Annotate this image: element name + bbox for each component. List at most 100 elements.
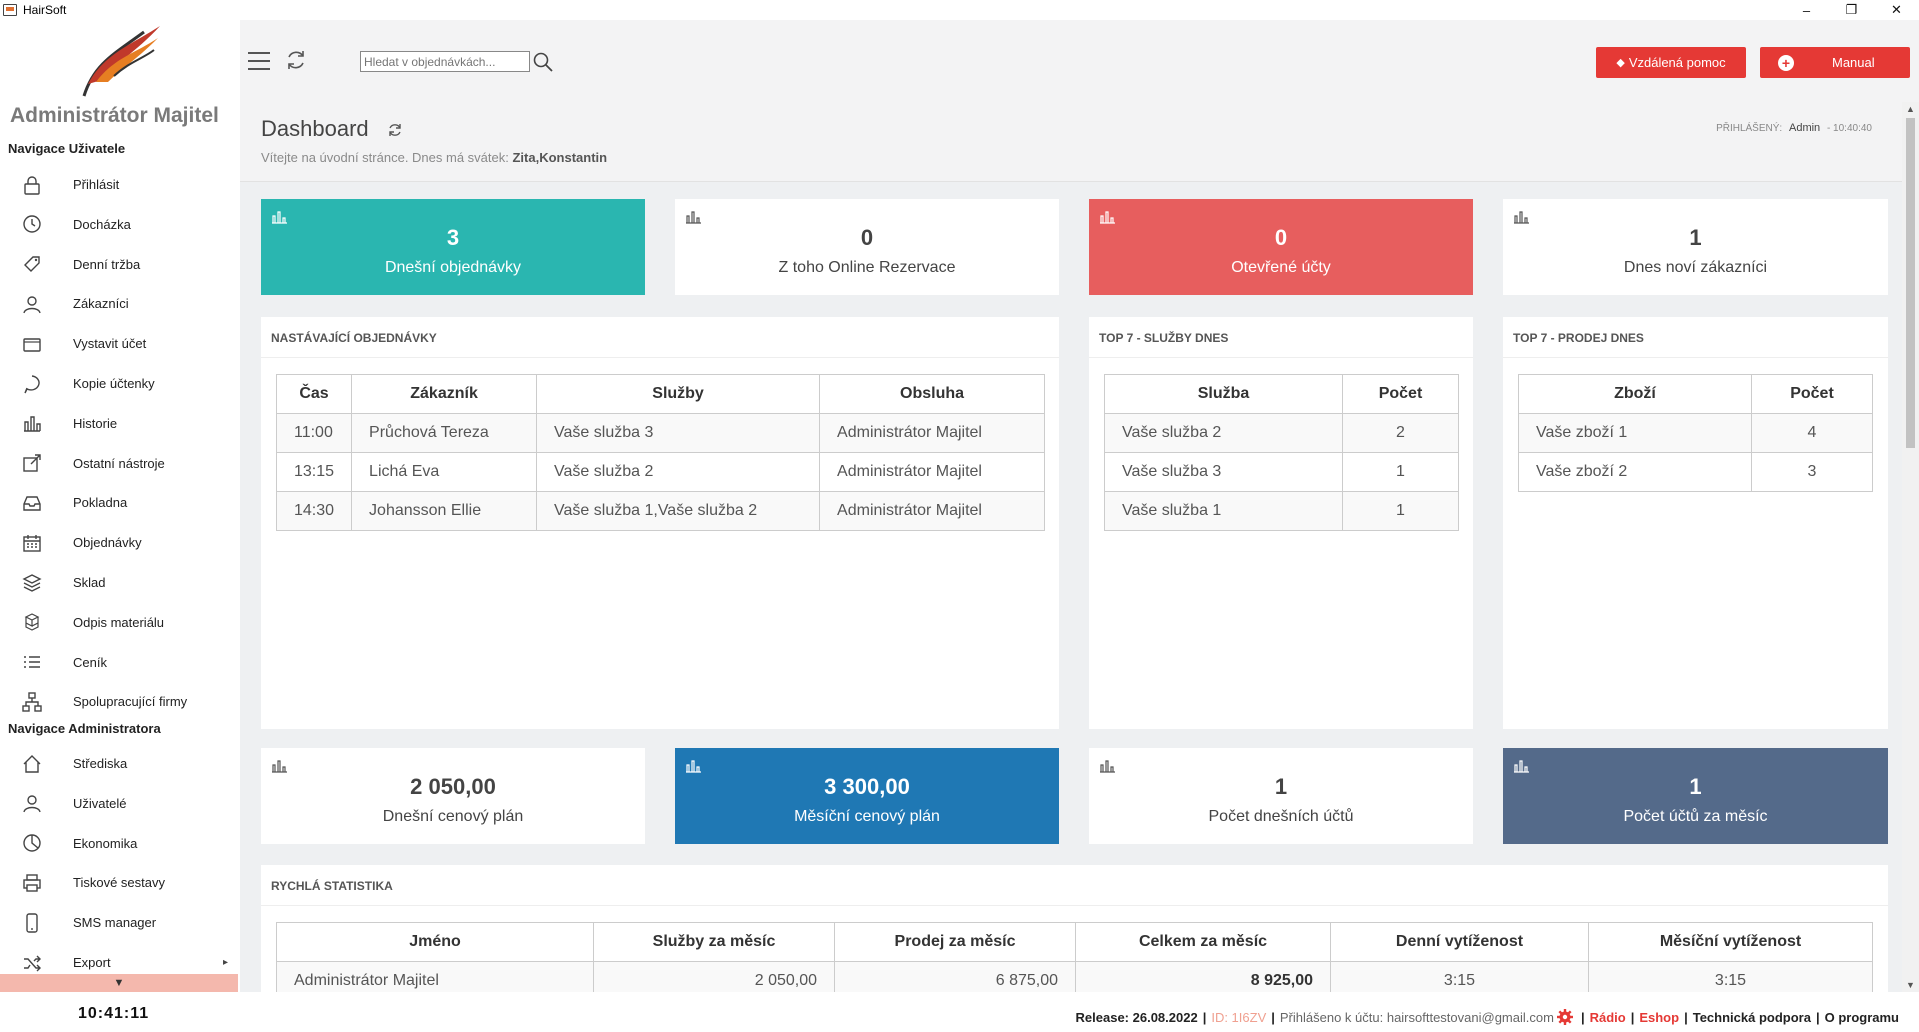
- list-icon: [21, 651, 43, 673]
- table-row[interactable]: 14:30 Johansson Ellie Vaše služba 1,Vaše…: [275, 491, 1045, 531]
- sidebar: Administrátor Majitel Navigace Uživatele…: [0, 20, 240, 992]
- top-services-table: Služba Počet Vaše služba 2 2 Vaše služba…: [1104, 374, 1459, 531]
- sidebar-item-pokladna[interactable]: Pokladna: [0, 483, 240, 522]
- cell-count: 1: [1342, 452, 1459, 492]
- close-button[interactable]: ✕: [1891, 2, 1902, 17]
- stat-card-today-accounts[interactable]: 1 Počet dnešních účtů: [1089, 748, 1473, 844]
- sidebar-item-odpis-materiálu[interactable]: Odpis materiálu: [0, 603, 240, 642]
- sidebar-item-střediska[interactable]: Střediska: [0, 744, 240, 783]
- stat-card-online-reservations[interactable]: 0 Z toho Online Rezervace: [675, 199, 1059, 295]
- radio-link[interactable]: Rádio: [1589, 1009, 1626, 1025]
- cell-customer: Lichá Eva: [351, 452, 538, 492]
- stat-card-today-orders[interactable]: 3 Dnešní objednávky: [261, 199, 645, 295]
- refresh-icon[interactable]: [284, 48, 308, 72]
- page-title: Dashboard: [261, 116, 369, 141]
- table-row[interactable]: Vaše služba 3 1: [1104, 452, 1459, 492]
- sidebar-item-kopie-účtenky[interactable]: Kopie účtenky: [0, 364, 240, 403]
- window-titlebar: HairSoft – ❐ ✕: [0, 0, 1919, 20]
- sidebar-item-label: Export: [73, 955, 111, 970]
- col-header[interactable]: Prodej za měsíc: [834, 922, 1076, 962]
- bar-chart-icon: [686, 760, 701, 773]
- sidebar-item-docházka[interactable]: Docházka: [0, 205, 240, 244]
- table-row[interactable]: Vaše služba 2 2: [1104, 413, 1459, 453]
- phone-icon: [21, 912, 43, 934]
- sidebar-item-ceník[interactable]: Ceník: [0, 643, 240, 682]
- table-row[interactable]: Vaše služba 1 1: [1104, 491, 1459, 531]
- sidebar-scroll-down-button[interactable]: ▼: [0, 974, 238, 992]
- tag-icon: [21, 253, 43, 275]
- bar-chart-icon: [272, 211, 287, 224]
- gear-icon[interactable]: [1556, 1008, 1574, 1026]
- table-row[interactable]: Vaše zboží 2 3: [1518, 452, 1873, 492]
- hairsoft-logo: [82, 26, 160, 97]
- search-input[interactable]: [360, 51, 530, 72]
- sidebar-item-sms-manager[interactable]: SMS manager: [0, 903, 240, 942]
- sidebar-item-label: Spolupracující firmy: [73, 694, 188, 710]
- col-header[interactable]: Obsluha: [819, 374, 1045, 414]
- col-header[interactable]: Služba: [1104, 374, 1343, 414]
- table-row[interactable]: 11:00 Průchová Tereza Vaše služba 3 Admi…: [275, 413, 1045, 453]
- search-icon[interactable]: [532, 51, 554, 73]
- table-row[interactable]: Administrátor Majitel 2 050,00 6 875,00 …: [276, 961, 1873, 992]
- sidebar-item-sklad[interactable]: Sklad: [0, 563, 240, 602]
- sidebar-item-label: SMS manager: [73, 915, 157, 931]
- col-header[interactable]: Počet: [1342, 374, 1459, 414]
- col-header[interactable]: Služby za měsíc: [593, 922, 835, 962]
- sidebar-item-ekonomika[interactable]: Ekonomika: [0, 824, 240, 863]
- table-row[interactable]: Vaše zboží 1 4: [1518, 413, 1873, 453]
- sitemap-icon: [21, 691, 43, 713]
- bar-chart-icon: [21, 412, 43, 434]
- col-header[interactable]: Měsíční vytíženost: [1588, 922, 1873, 962]
- scrollbar-thumb[interactable]: [1906, 118, 1915, 448]
- sidebar-item-ostatní-nástroje[interactable]: Ostatní nástroje: [0, 444, 240, 483]
- col-header[interactable]: Zákazník: [351, 374, 538, 414]
- stat-value: 1: [1274, 774, 1288, 799]
- stat-card-monthly-accounts[interactable]: 1 Počet účtů za měsíc: [1503, 748, 1888, 844]
- hamburger-menu-icon[interactable]: [248, 52, 270, 70]
- col-header[interactable]: Počet: [1751, 374, 1873, 414]
- col-header[interactable]: Denní vytíženost: [1330, 922, 1589, 962]
- sidebar-item-export[interactable]: Export ▸: [0, 943, 240, 982]
- scroll-up-icon[interactable]: ▲: [1906, 104, 1915, 114]
- col-header[interactable]: Čas: [275, 374, 353, 414]
- main-scrollbar[interactable]: ▲ ▼: [1902, 102, 1919, 992]
- sidebar-item-objednávky[interactable]: Objednávky: [0, 523, 240, 562]
- scroll-down-icon[interactable]: ▼: [1906, 980, 1915, 990]
- col-header[interactable]: Služby: [536, 374, 821, 414]
- sidebar-item-zákazníci[interactable]: Zákazníci: [0, 284, 240, 323]
- bar-chart-icon: [272, 760, 287, 773]
- stat-card-daily-price-plan[interactable]: 2 050,00 Dnešní cenový plán: [261, 748, 645, 844]
- table-row[interactable]: 13:15 Lichá Eva Vaše služba 2 Administrá…: [275, 452, 1045, 492]
- minimize-button[interactable]: –: [1802, 2, 1811, 18]
- sidebar-item-vystavit-účet[interactable]: Vystavit účet: [0, 324, 240, 363]
- refresh-icon[interactable]: [387, 122, 403, 138]
- support-link[interactable]: Technická podpora: [1692, 1009, 1811, 1025]
- cell-time: 11:00: [275, 413, 353, 453]
- cell-time: 13:15: [275, 452, 353, 492]
- col-header[interactable]: Jméno: [276, 922, 594, 962]
- sidebar-item-denní-tržba[interactable]: Denní tržba: [0, 245, 240, 284]
- sidebar-item-spolupracující-firmy[interactable]: Spolupracující firmy: [0, 682, 240, 721]
- plus-circle-icon: +: [1778, 54, 1794, 71]
- stat-label: Počet dnešních účtů: [1208, 808, 1354, 825]
- cell-services: Vaše služba 2: [536, 452, 821, 492]
- restore-button[interactable]: ❐: [1845, 2, 1858, 17]
- stat-card-monthly-price-plan[interactable]: 3 300,00 Měsíční cenový plán: [675, 748, 1059, 844]
- chevron-right-icon: ▸: [222, 957, 228, 968]
- stat-card-new-customers[interactable]: 1 Dnes noví zákazníci: [1503, 199, 1888, 295]
- sidebar-item-tiskové-sestavy[interactable]: Tiskové sestavy: [0, 863, 240, 902]
- remote-help-button[interactable]: ◆ Vzdálená pomoc: [1596, 47, 1746, 78]
- speech-bubble-icon: [21, 373, 43, 395]
- manual-button[interactable]: + Manual: [1760, 47, 1910, 78]
- stat-card-open-accounts[interactable]: 0 Otevřené účty: [1089, 199, 1473, 295]
- eshop-link[interactable]: Eshop: [1639, 1009, 1680, 1025]
- stat-value: 2 050,00: [410, 774, 496, 799]
- sidebar-item-přihlásit[interactable]: Přihlásit: [0, 165, 240, 204]
- user-name: Administrátor Majitel: [10, 104, 219, 127]
- col-header[interactable]: Celkem za měsíc: [1075, 922, 1331, 962]
- sidebar-item-historie[interactable]: Historie: [0, 404, 240, 443]
- col-header[interactable]: Zboží: [1518, 374, 1752, 414]
- app-icon: [3, 4, 17, 16]
- about-link[interactable]: O programu: [1824, 1009, 1899, 1025]
- sidebar-item-uživatelé[interactable]: Uživatelé: [0, 784, 240, 823]
